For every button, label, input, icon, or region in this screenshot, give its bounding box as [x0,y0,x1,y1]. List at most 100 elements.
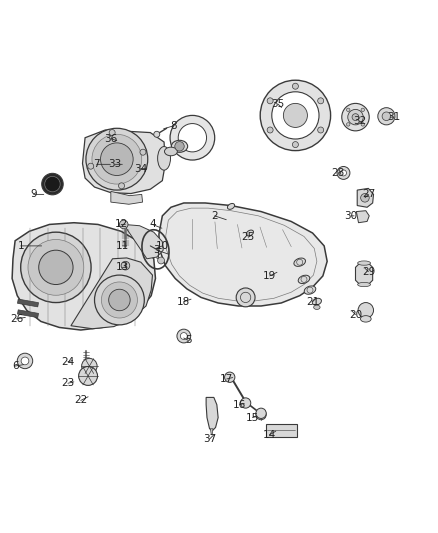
Circle shape [177,329,191,343]
Circle shape [361,108,364,111]
Polygon shape [111,191,143,204]
Text: 12: 12 [114,220,128,229]
Ellipse shape [227,204,235,209]
Circle shape [79,367,98,385]
Circle shape [318,127,324,133]
Text: 16: 16 [233,400,246,410]
Text: 27: 27 [362,189,375,199]
Ellipse shape [171,140,187,152]
Circle shape [45,176,60,192]
Text: 26: 26 [10,314,23,324]
Text: 8: 8 [171,120,177,131]
Text: 4: 4 [149,220,156,229]
Circle shape [342,103,369,131]
Circle shape [378,108,395,125]
Text: 37: 37 [203,434,216,444]
Text: 36: 36 [104,134,117,143]
Polygon shape [159,203,327,306]
Text: 15: 15 [246,413,259,423]
Circle shape [42,173,63,195]
Circle shape [225,372,235,382]
Circle shape [358,303,374,318]
Circle shape [256,408,266,418]
Ellipse shape [312,298,321,305]
Circle shape [382,112,391,120]
Circle shape [361,123,364,126]
Ellipse shape [358,282,371,287]
Text: 28: 28 [332,168,345,178]
Text: 24: 24 [61,357,74,367]
Circle shape [178,124,207,152]
Polygon shape [357,211,369,223]
Text: 11: 11 [116,241,129,251]
Circle shape [283,103,307,127]
Ellipse shape [360,316,371,322]
Text: 13: 13 [116,262,129,272]
Circle shape [260,80,331,151]
Polygon shape [206,398,218,431]
Text: 6: 6 [12,361,18,371]
Text: 18: 18 [177,297,191,306]
Circle shape [340,170,346,176]
Text: 32: 32 [353,116,367,126]
Circle shape [240,398,251,408]
Text: 25: 25 [242,232,255,243]
Circle shape [236,288,255,307]
Circle shape [337,166,350,180]
Circle shape [101,282,138,318]
Ellipse shape [165,147,177,156]
Circle shape [180,333,187,340]
Text: 34: 34 [134,164,148,174]
Circle shape [267,98,273,104]
Ellipse shape [314,305,320,310]
Polygon shape [12,223,155,330]
Circle shape [88,163,94,169]
Circle shape [120,220,128,229]
Bar [18,299,39,307]
Circle shape [293,142,298,148]
Text: 9: 9 [30,189,37,199]
Circle shape [109,130,115,135]
Ellipse shape [158,147,170,170]
Circle shape [360,193,369,202]
Text: 23: 23 [61,378,74,388]
Polygon shape [210,429,213,435]
Text: 30: 30 [345,211,358,221]
Circle shape [21,357,29,365]
Text: 14: 14 [263,430,276,440]
Polygon shape [71,258,152,329]
Circle shape [121,261,130,270]
Circle shape [175,142,184,151]
Circle shape [293,83,298,89]
Circle shape [154,131,160,138]
Circle shape [346,108,350,111]
Circle shape [81,358,97,374]
Ellipse shape [304,286,316,294]
Text: 17: 17 [220,374,233,384]
Text: 5: 5 [185,335,191,345]
Text: 2: 2 [212,211,218,221]
Circle shape [318,98,324,104]
Polygon shape [356,263,373,285]
Text: 35: 35 [272,99,285,109]
Text: 21: 21 [306,297,319,306]
Circle shape [119,183,124,189]
Text: 7: 7 [93,159,100,169]
Circle shape [346,123,350,126]
Circle shape [39,250,73,285]
Text: 33: 33 [109,159,122,169]
Circle shape [272,92,319,139]
Text: 19: 19 [263,271,276,281]
Circle shape [267,127,273,133]
Circle shape [86,128,148,190]
Text: 1: 1 [18,241,24,251]
Circle shape [28,239,84,295]
Ellipse shape [294,258,305,266]
Text: 29: 29 [362,266,375,277]
Circle shape [256,409,266,420]
Circle shape [17,353,33,369]
Polygon shape [82,130,166,193]
Ellipse shape [246,230,254,236]
Bar [18,310,39,318]
Circle shape [158,257,165,264]
